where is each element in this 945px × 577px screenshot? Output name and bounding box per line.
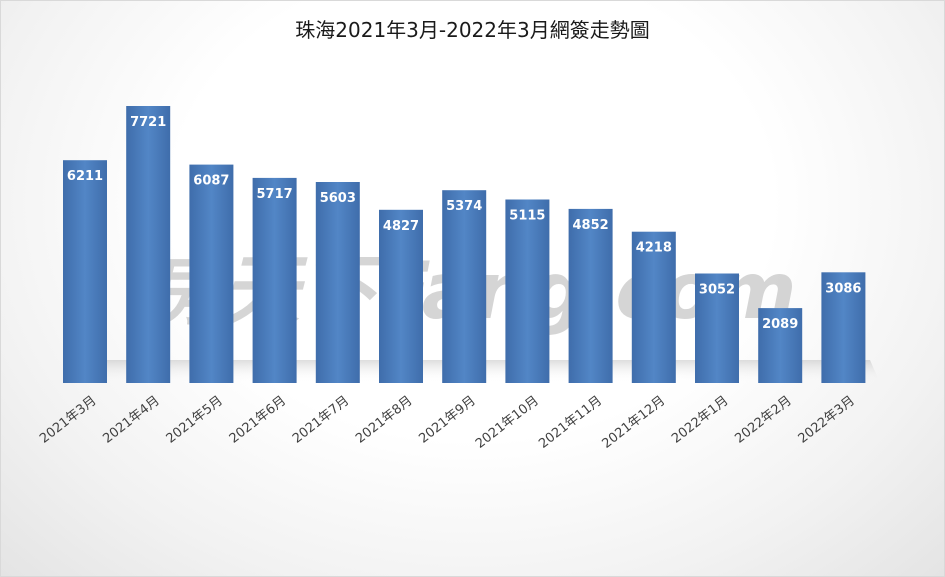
- bar: [379, 209, 423, 383]
- bar: [505, 199, 550, 383]
- bar: [821, 272, 866, 383]
- data-label: 6087: [193, 174, 229, 189]
- bar: [758, 308, 803, 383]
- bar: [126, 106, 171, 383]
- data-label: 4218: [636, 241, 672, 256]
- data-label: 5603: [320, 191, 356, 206]
- data-label: 3086: [825, 281, 861, 296]
- x-tick-label: 2021年6月: [227, 393, 289, 446]
- bar: [695, 273, 739, 383]
- x-tick-label: 2021年5月: [164, 393, 226, 446]
- x-tick-label: 2022年1月: [669, 393, 731, 446]
- bar: [442, 190, 487, 383]
- bar: [568, 208, 613, 383]
- x-tick-label: 2022年2月: [732, 393, 794, 446]
- data-label: 7721: [130, 115, 166, 130]
- bar: [189, 164, 234, 383]
- data-label: 4852: [573, 218, 609, 233]
- x-tick-label: 2021年8月: [353, 393, 415, 446]
- data-label: 2089: [762, 317, 798, 332]
- x-tick-label: 2021年11月: [536, 393, 605, 451]
- bar: [252, 177, 297, 383]
- data-label: 5717: [257, 187, 293, 202]
- data-label: 5115: [509, 209, 545, 224]
- data-label: 6211: [67, 169, 103, 184]
- bar: [315, 182, 360, 383]
- x-tick-label: 2021年7月: [290, 393, 352, 446]
- x-tick-label: 2022年3月: [796, 393, 858, 446]
- chart-title: 珠海2021年3月-2022年3月網簽走勢圖: [295, 18, 650, 42]
- bar: [631, 231, 676, 383]
- x-tick-label: 2021年10月: [473, 393, 542, 451]
- data-label: 5374: [446, 199, 482, 214]
- x-tick-label: 2021年9月: [416, 393, 478, 446]
- x-tick-label: 2021年4月: [100, 393, 162, 446]
- data-label: 4827: [383, 219, 419, 234]
- x-tick-label: 2021年3月: [37, 393, 99, 446]
- x-tick-label: 2021年12月: [599, 393, 668, 451]
- data-label: 3052: [699, 283, 735, 298]
- bar: [63, 160, 107, 383]
